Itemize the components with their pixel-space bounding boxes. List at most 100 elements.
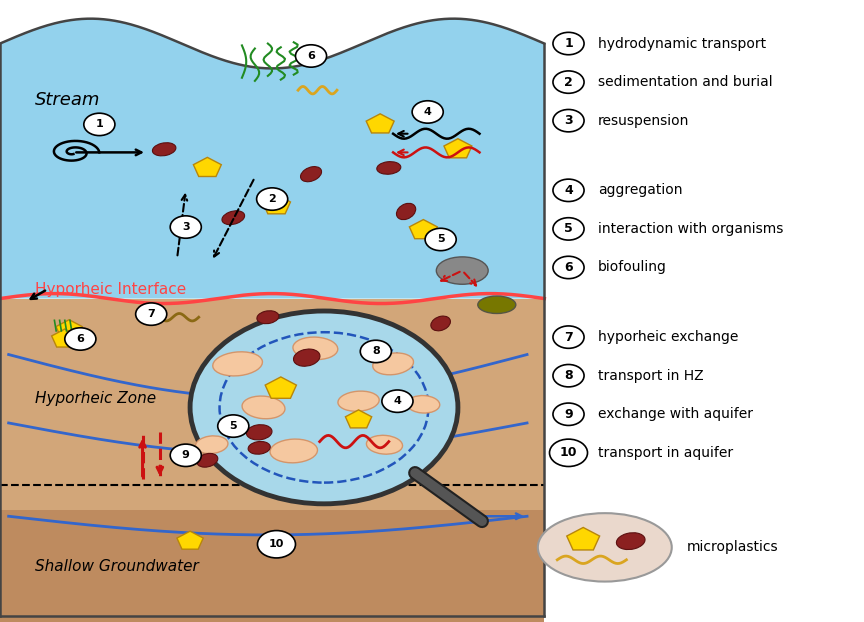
Polygon shape (567, 527, 600, 550)
Text: 6: 6 (76, 334, 85, 344)
Text: Hyporheic Zone: Hyporheic Zone (35, 391, 156, 406)
Circle shape (553, 403, 584, 425)
Circle shape (412, 101, 443, 123)
Ellipse shape (478, 296, 516, 313)
Circle shape (170, 444, 201, 466)
Text: 10: 10 (269, 539, 284, 549)
Text: 7: 7 (148, 309, 155, 319)
Circle shape (257, 531, 295, 558)
Polygon shape (263, 195, 290, 214)
Polygon shape (366, 114, 394, 133)
Circle shape (553, 364, 584, 387)
Ellipse shape (338, 391, 379, 411)
Circle shape (295, 45, 327, 67)
Ellipse shape (270, 439, 317, 463)
Text: 9: 9 (564, 408, 573, 420)
Text: biofouling: biofouling (598, 261, 667, 274)
Ellipse shape (431, 316, 450, 331)
Ellipse shape (257, 311, 279, 323)
Text: 8: 8 (564, 369, 573, 382)
Ellipse shape (397, 203, 416, 220)
Circle shape (553, 179, 584, 202)
Polygon shape (0, 510, 544, 622)
Text: Shallow Groundwater: Shallow Groundwater (35, 559, 199, 573)
Ellipse shape (377, 162, 401, 174)
Circle shape (553, 256, 584, 279)
Circle shape (136, 303, 167, 325)
Polygon shape (56, 320, 82, 338)
Text: microplastics: microplastics (687, 541, 778, 554)
Text: resuspension: resuspension (598, 114, 689, 128)
Text: 3: 3 (182, 222, 189, 232)
Ellipse shape (407, 396, 440, 413)
Polygon shape (0, 19, 544, 299)
Text: 5: 5 (230, 421, 237, 431)
Circle shape (190, 311, 458, 504)
Text: hyporheic exchange: hyporheic exchange (598, 330, 738, 344)
Ellipse shape (372, 353, 414, 375)
Polygon shape (346, 410, 372, 428)
Text: 6: 6 (307, 51, 315, 61)
Circle shape (360, 340, 391, 363)
Text: exchange with aquifer: exchange with aquifer (598, 407, 753, 421)
Text: 3: 3 (564, 114, 573, 127)
Circle shape (550, 439, 588, 466)
Ellipse shape (248, 442, 270, 454)
Text: transport in HZ: transport in HZ (598, 369, 703, 383)
Text: 4: 4 (423, 107, 432, 117)
Ellipse shape (197, 453, 218, 467)
Text: 7: 7 (564, 331, 573, 343)
Text: 1: 1 (96, 119, 103, 129)
Text: 10: 10 (560, 447, 577, 459)
Circle shape (425, 228, 456, 251)
Circle shape (553, 326, 584, 348)
Text: 5: 5 (437, 234, 444, 244)
Ellipse shape (242, 396, 285, 419)
Polygon shape (410, 220, 437, 239)
Ellipse shape (294, 349, 320, 366)
Text: hydrodynamic transport: hydrodynamic transport (598, 37, 766, 50)
Circle shape (257, 188, 288, 210)
Ellipse shape (222, 211, 245, 225)
Text: transport in aquifer: transport in aquifer (598, 446, 733, 460)
Text: aggregation: aggregation (598, 183, 683, 197)
Polygon shape (444, 139, 472, 158)
Text: 2: 2 (269, 194, 276, 204)
Polygon shape (194, 157, 221, 177)
Circle shape (218, 415, 249, 437)
Ellipse shape (301, 167, 321, 182)
Text: 4: 4 (564, 184, 573, 197)
Ellipse shape (616, 532, 645, 550)
Text: 1: 1 (564, 37, 573, 50)
Ellipse shape (246, 425, 272, 440)
Ellipse shape (152, 142, 176, 156)
Circle shape (553, 71, 584, 93)
Polygon shape (0, 299, 544, 622)
Circle shape (84, 113, 115, 136)
Circle shape (553, 109, 584, 132)
Text: 5: 5 (564, 223, 573, 235)
Text: 9: 9 (181, 450, 190, 460)
Ellipse shape (213, 352, 263, 376)
Ellipse shape (537, 513, 672, 582)
Circle shape (553, 32, 584, 55)
Ellipse shape (366, 435, 403, 454)
Ellipse shape (195, 436, 228, 453)
Ellipse shape (436, 257, 488, 284)
Text: 8: 8 (372, 346, 379, 356)
Polygon shape (52, 329, 78, 347)
Circle shape (382, 390, 413, 412)
Circle shape (170, 216, 201, 238)
Text: interaction with organisms: interaction with organisms (598, 222, 784, 236)
Text: 6: 6 (564, 261, 573, 274)
Text: Hyporheic Interface: Hyporheic Interface (35, 282, 186, 297)
Text: 2: 2 (564, 76, 573, 88)
Text: sedimentation and burial: sedimentation and burial (598, 75, 772, 89)
Text: 4: 4 (393, 396, 402, 406)
Ellipse shape (293, 337, 338, 360)
Circle shape (65, 328, 96, 350)
Polygon shape (177, 531, 203, 549)
Polygon shape (265, 377, 296, 398)
Text: Stream: Stream (35, 91, 100, 108)
Circle shape (553, 218, 584, 240)
